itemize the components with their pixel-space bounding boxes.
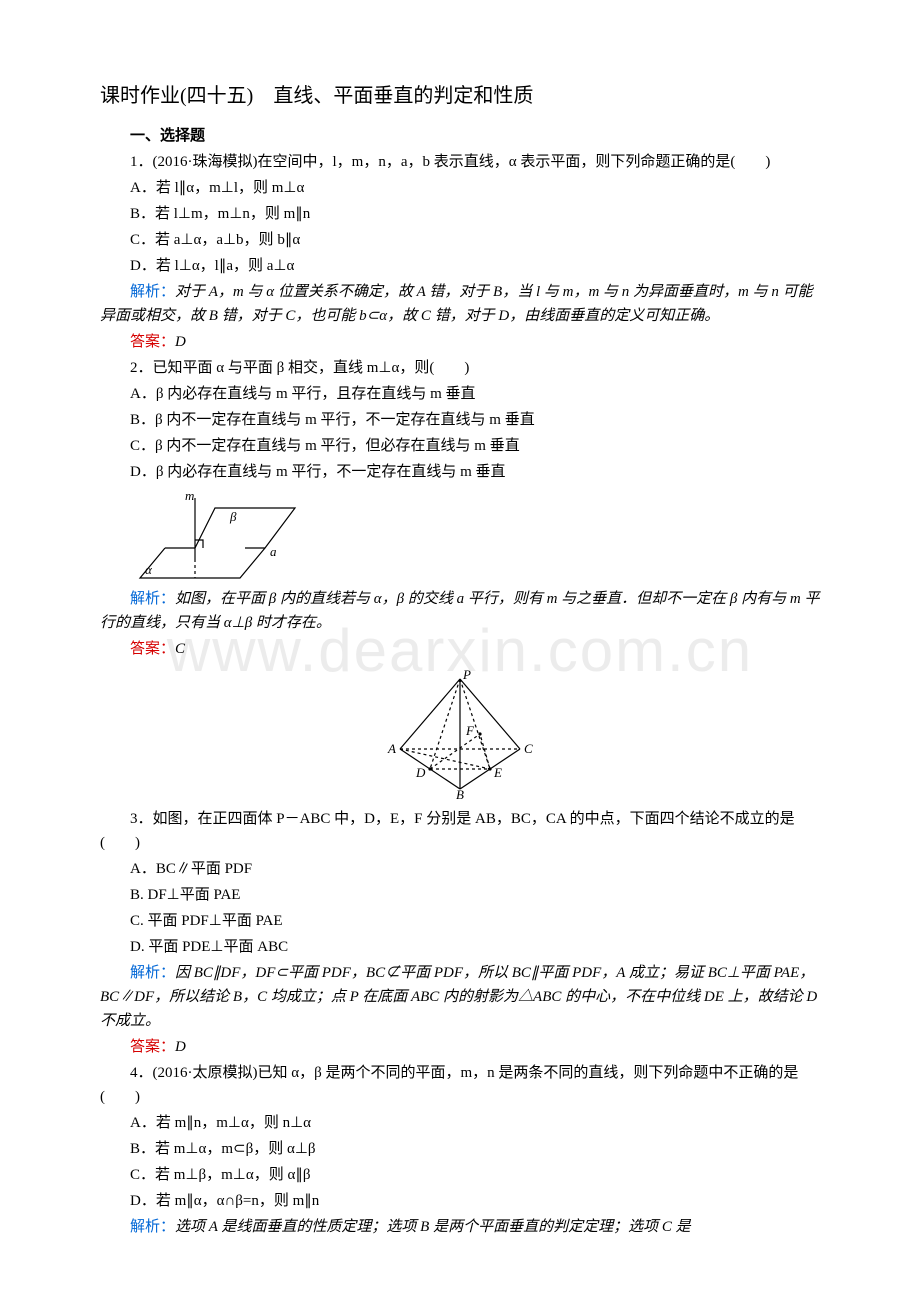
q2-opt-c: C．β 内不一定存在直线与 m 平行，但必存在直线与 m 垂直 [100,434,820,458]
q1-answer: 答案：D [100,330,820,354]
label-D: D [415,765,426,780]
figure-tetrahedron: P A B C D E F [100,669,820,799]
label-B: B [456,787,464,799]
q1-answer-text: D [175,334,186,350]
page-title: 课时作业(四十五) 直线、平面垂直的判定和性质 [100,80,820,112]
q4-opt-c: C．若 m⊥β，m⊥α，则 α∥β [100,1163,820,1187]
q1-opt-b: B．若 l⊥m，m⊥n，则 m∥n [100,202,820,226]
q4-explanation-text: 选项 A 是线面垂直的性质定理；选项 B 是两个平面垂直的判定定理；选项 C 是 [175,1219,691,1235]
q1-opt-a: A．若 l∥α，m⊥l，则 m⊥α [100,176,820,200]
q2-answer-text: C [175,641,185,657]
explain-label: 解析： [130,965,175,981]
answer-label: 答案： [130,334,175,350]
q1-opt-d: D．若 l⊥α，l∥a，则 a⊥α [100,254,820,278]
label-m: m [185,488,194,503]
q3-opt-d: D. 平面 PDE⊥平面 ABC [100,935,820,959]
section-heading: 一、选择题 [100,124,820,148]
q1-explanation: 解析：对于 A，m 与 α 位置关系不确定，故 A 错，对于 B，当 l 与 m… [100,280,820,328]
label-a: a [270,544,277,559]
q3-answer-text: D [175,1039,186,1055]
q2-opt-b: B．β 内不一定存在直线与 m 平行，不一定存在直线与 m 垂直 [100,408,820,432]
q3-opt-c: C. 平面 PDF⊥平面 PAE [100,909,820,933]
q2-answer: 答案：C [100,637,820,661]
q3-answer: 答案：D [100,1035,820,1059]
q3-stem: 3．如图，在正四面体 P－ABC 中，D，E，F 分别是 AB，BC，CA 的中… [100,807,820,855]
q2-opt-a: A．β 内必存在直线与 m 平行，且存在直线与 m 垂直 [100,382,820,406]
q1-explanation-text: 对于 A，m 与 α 位置关系不确定，故 A 错，对于 B，当 l 与 m，m … [100,284,813,324]
q3-opt-b: B. DF⊥平面 PAE [100,883,820,907]
label-alpha: α [145,562,153,577]
q4-explanation: 解析：选项 A 是线面垂直的性质定理；选项 B 是两个平面垂直的判定定理；选项 … [100,1215,820,1239]
q3-explanation: 解析：因 BC∥DF，DF⊂平面 PDF，BC⊄平面 PDF，所以 BC∥平面 … [100,961,820,1033]
explain-label: 解析： [130,284,175,300]
q4-opt-b: B．若 m⊥α，m⊂β，则 α⊥β [100,1137,820,1161]
q2-stem: 2．已知平面 α 与平面 β 相交，直线 m⊥α，则( ) [100,356,820,380]
q2-explanation-text: 如图，在平面 β 内的直线若与 α，β 的交线 a 平行，则有 m 与之垂直．但… [100,591,819,631]
q4-opt-d: D．若 m∥α，α∩β=n，则 m∥n [100,1189,820,1213]
explain-label: 解析： [130,591,175,607]
q1-stem: 1．(2016·珠海模拟)在空间中，l，m，n，a，b 表示直线，α 表示平面，… [100,150,820,174]
label-P: P [462,669,471,682]
label-beta: β [229,509,237,524]
label-F: F [465,723,475,738]
figure-planes: m β α a [100,488,820,583]
answer-label: 答案： [130,641,175,657]
label-E: E [493,765,502,780]
q3-explanation-text: 因 BC∥DF，DF⊂平面 PDF，BC⊄平面 PDF，所以 BC∥平面 PDF… [100,965,817,1029]
q3-opt-a: A．BC∥平面 PDF [100,857,820,881]
q1-opt-c: C．若 a⊥α，a⊥b，则 b∥α [100,228,820,252]
q2-opt-d: D．β 内必存在直线与 m 平行，不一定存在直线与 m 垂直 [100,460,820,484]
q4-opt-a: A．若 m∥n，m⊥α，则 n⊥α [100,1111,820,1135]
answer-label: 答案： [130,1039,175,1055]
q2-explanation: 解析：如图，在平面 β 内的直线若与 α，β 的交线 a 平行，则有 m 与之垂… [100,587,820,635]
label-A: A [387,741,396,756]
q4-stem: 4．(2016·太原模拟)已知 α，β 是两个不同的平面，m，n 是两条不同的直… [100,1061,820,1109]
explain-label: 解析： [130,1219,175,1235]
label-C: C [524,741,533,756]
